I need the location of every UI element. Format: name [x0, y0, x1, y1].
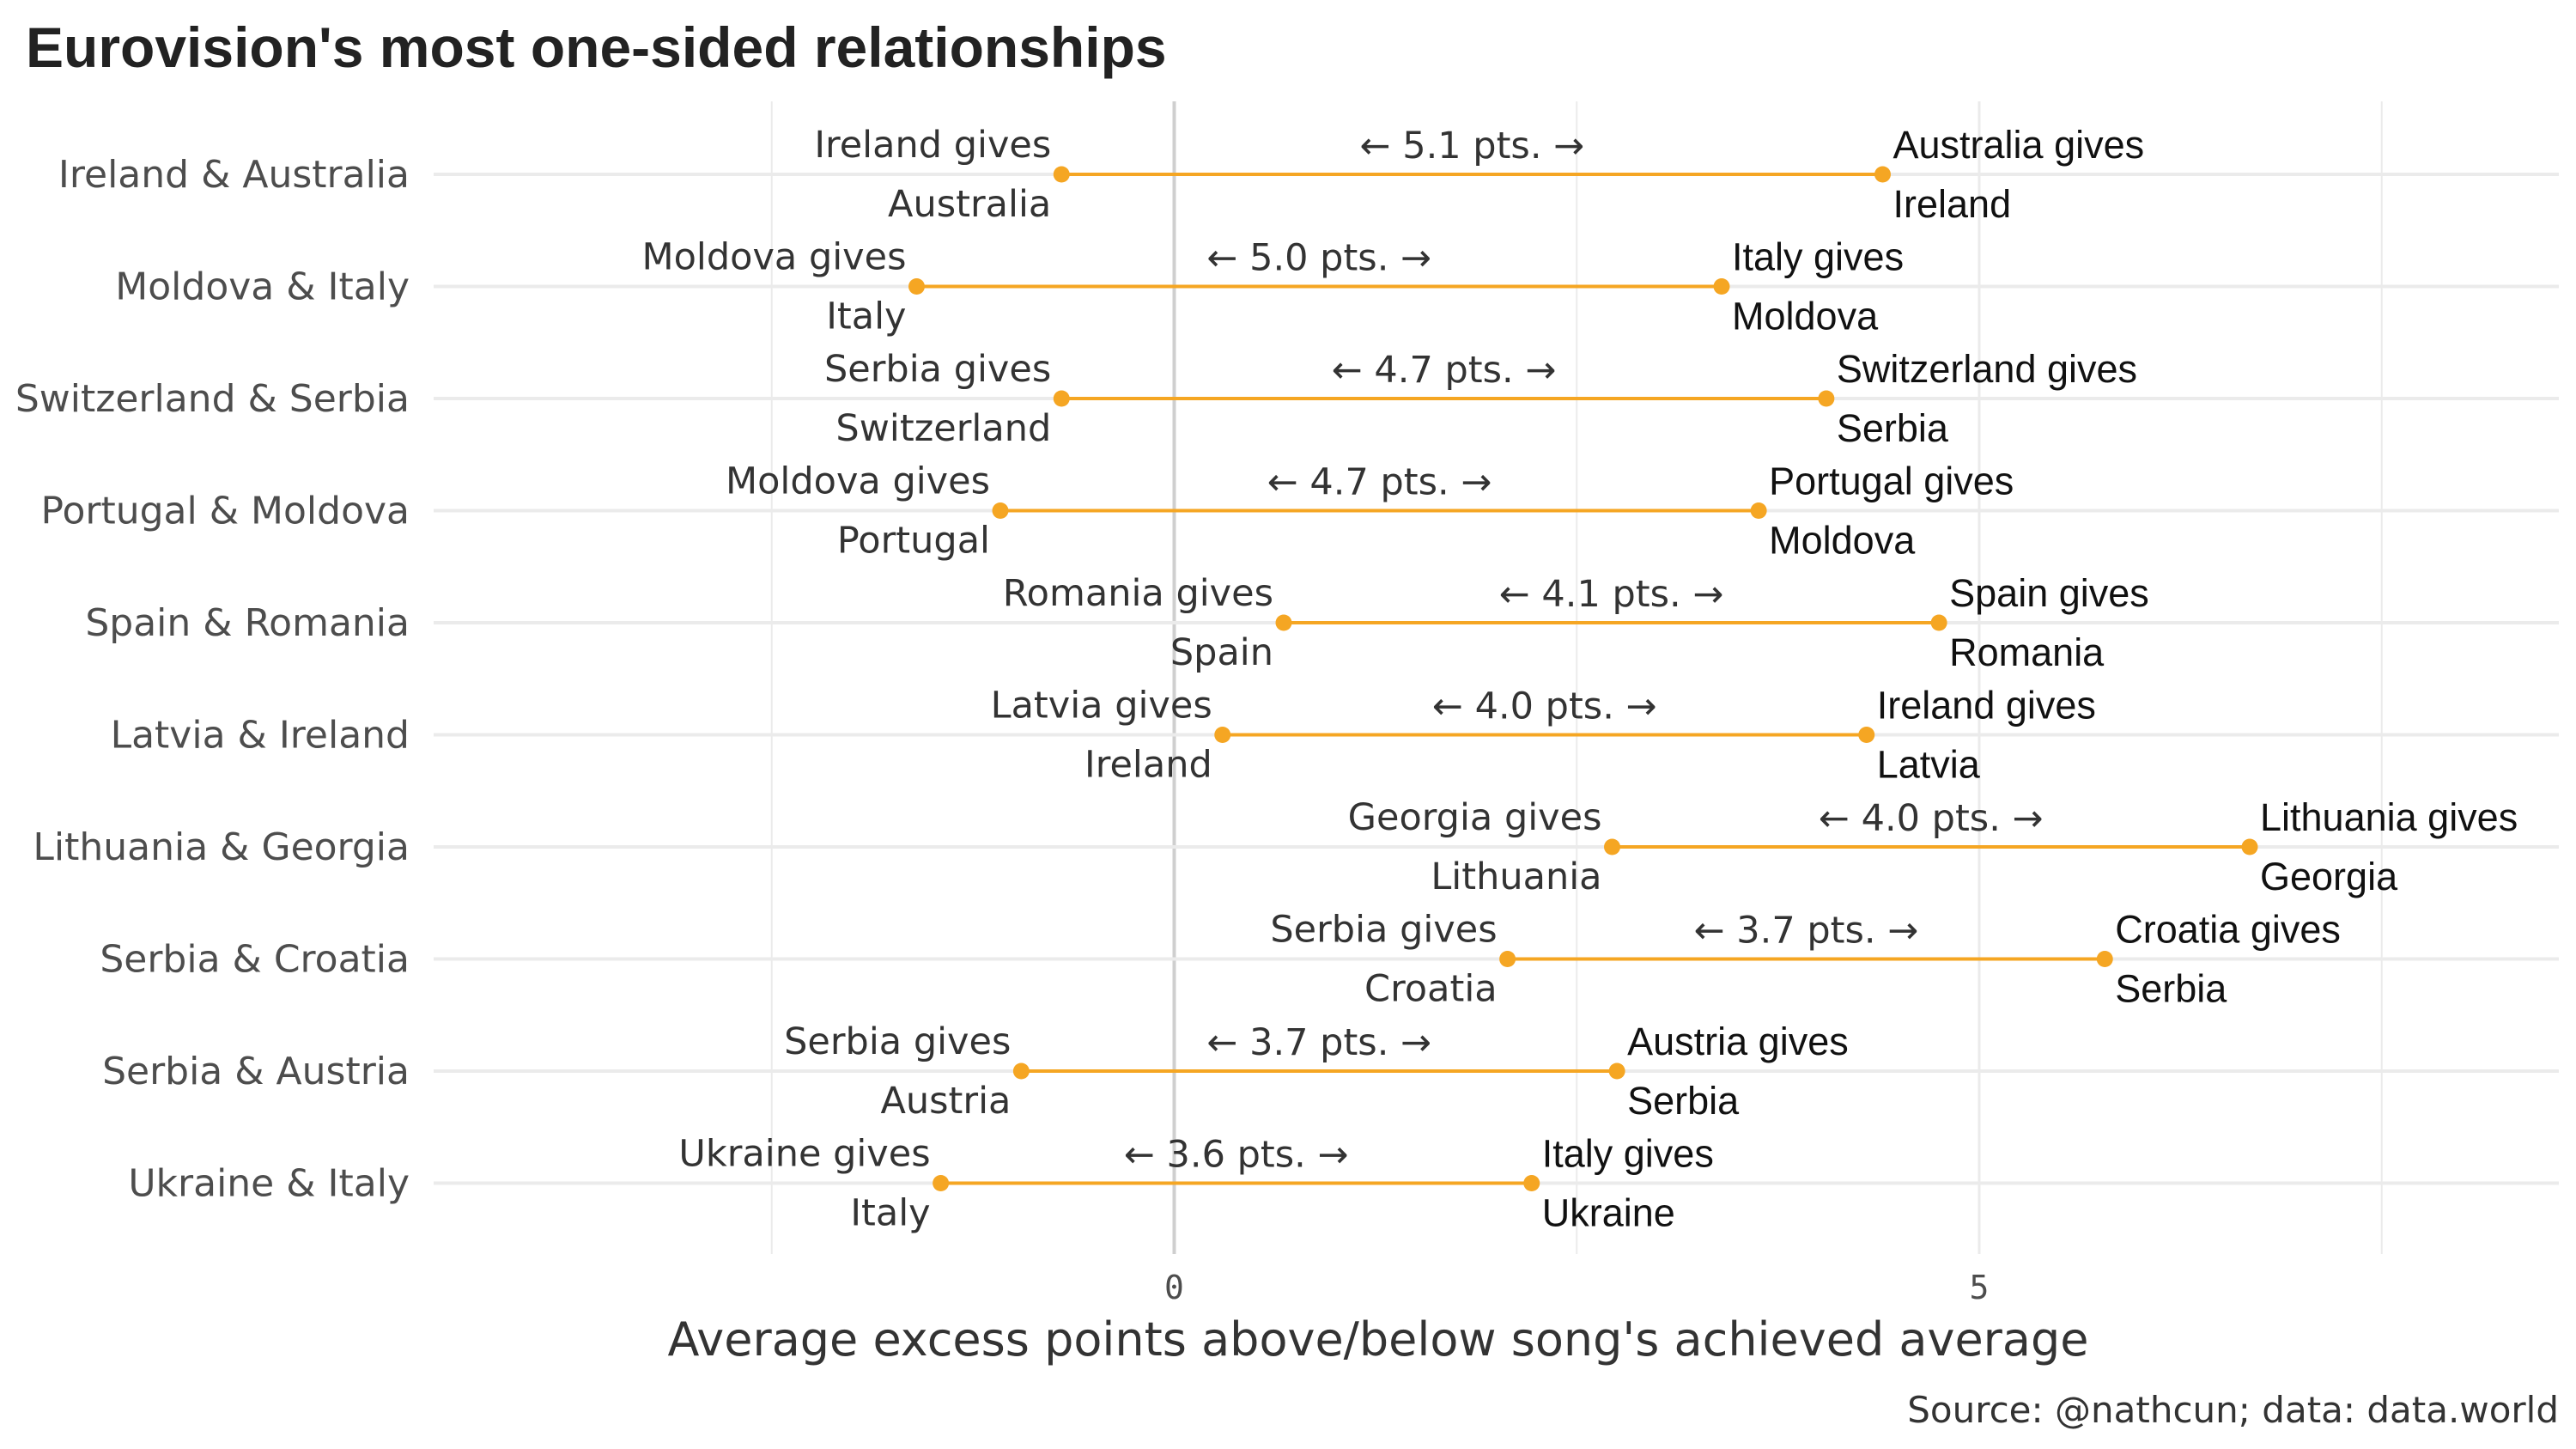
left-label-line1: Serbia gives [824, 348, 1051, 391]
right-label-line1: Portugal gives [1769, 460, 2014, 503]
chart-rows: Ireland & Australia Ireland gives Australi… [15, 123, 2559, 1235]
left-label-line2: Croatia [1364, 968, 1498, 1011]
dumbbell-row: Portugal & Moldova Moldova gives Portugal P… [41, 460, 2559, 563]
right-point [1523, 1175, 1540, 1191]
chart-title: Eurovision's most one-sided relationship… [26, 15, 1167, 79]
right-label-line2: Romania [1949, 630, 2105, 674]
right-label-line1: Lithuania gives [2260, 795, 2518, 839]
left-label-line2: Italy [850, 1192, 930, 1235]
y-axis-label: Serbia & Croatia [100, 938, 410, 982]
y-axis-label: Latvia & Ireland [111, 714, 410, 758]
gap-label: ← 4.7 pts. → [1267, 461, 1492, 504]
right-label-line1: Spain gives [1949, 571, 2149, 615]
right-label-line2: Serbia [2115, 967, 2227, 1011]
right-label-line1: Ireland gives [1877, 684, 2096, 728]
gap-label: ← 3.7 pts. → [1694, 910, 1919, 953]
y-axis-label: Serbia & Austria [102, 1050, 410, 1093]
left-label-line2: Switzerland [835, 407, 1051, 450]
gap-label: ← 5.1 pts. → [1360, 125, 1585, 167]
left-label-line2: Portugal [837, 520, 990, 563]
x-tick-label: 0 [1164, 1269, 1184, 1306]
right-point [2096, 951, 2113, 967]
left-label-line2: Ireland [1084, 744, 1212, 787]
right-point [2241, 838, 2258, 855]
right-label-line2: Serbia [1627, 1079, 1740, 1123]
left-label-line1: Serbia gives [1270, 909, 1497, 952]
right-label-line2: Ukraine [1542, 1191, 1675, 1235]
y-axis-label: Ukraine & Italy [128, 1162, 410, 1206]
left-point [1053, 166, 1070, 183]
dumbbell-row: Ireland & Australia Ireland gives Australi… [58, 123, 2559, 226]
right-label-line1: Australia gives [1893, 123, 2145, 167]
dumbbell-row: Serbia & Croatia Serbia gives Croatia Croat… [100, 908, 2559, 1011]
right-point [1858, 727, 1875, 743]
left-point [1604, 838, 1620, 855]
left-label-line1: Serbia gives [784, 1020, 1011, 1063]
left-label-line2: Lithuania [1431, 855, 1601, 898]
dumbbell-row: Serbia & Austria Serbia gives Austria Austr… [102, 1020, 2559, 1123]
right-point [1874, 166, 1891, 183]
left-label-line1: Ireland gives [814, 124, 1051, 167]
gap-label: ← 3.7 pts. → [1206, 1021, 1431, 1064]
right-label-line1: Croatia gives [2115, 908, 2341, 952]
x-axis-title: Average excess points above/below song's… [668, 1312, 2089, 1367]
gap-label: ← 4.1 pts. → [1499, 573, 1724, 616]
y-axis-label: Lithuania & Georgia [33, 825, 410, 869]
right-label-line1: Switzerland gives [1837, 347, 2137, 391]
left-point [992, 502, 1009, 519]
right-label-line1: Italy gives [1542, 1132, 1714, 1176]
right-label-line1: Austria gives [1627, 1020, 1849, 1063]
dumbbell-row: Ukraine & Italy Ukraine gives Italy Italy g… [128, 1132, 2559, 1235]
left-point [933, 1175, 950, 1191]
left-point [1053, 390, 1070, 407]
left-label-line1: Moldova gives [726, 460, 990, 503]
grid-lines [770, 101, 2383, 1254]
left-label-line2: Australia [888, 183, 1051, 226]
left-label-line1: Georgia gives [1348, 796, 1602, 839]
y-axis-label: Ireland & Australia [58, 153, 410, 197]
right-label-line2: Moldova [1769, 519, 1916, 563]
dumbbell-row: Switzerland & Serbia Serbia gives Switzerl… [15, 347, 2559, 450]
right-label-line2: Serbia [1837, 406, 1949, 450]
y-axis-label: Portugal & Moldova [41, 490, 410, 533]
x-tick-label: 5 [1970, 1269, 1990, 1306]
dumbbell-row: Spain & Romania Romania gives Spain Spain g… [85, 571, 2559, 674]
right-point [1818, 390, 1835, 407]
source-caption: Source: @nathcun; data: data.world [1907, 1389, 2559, 1431]
y-axis-label: Moldova & Italy [115, 265, 410, 309]
left-label-line1: Ukraine gives [678, 1133, 930, 1176]
y-axis-label: Spain & Romania [85, 601, 410, 645]
left-label-line2: Italy [826, 295, 906, 338]
right-point [1608, 1062, 1625, 1080]
right-point [1930, 614, 1947, 631]
left-point [908, 278, 925, 295]
gap-label: ← 5.0 pts. → [1206, 237, 1431, 280]
left-point [1275, 614, 1292, 631]
left-label-line1: Latvia gives [991, 685, 1212, 728]
gap-label: ← 4.0 pts. → [1432, 685, 1657, 728]
right-point [1713, 278, 1730, 295]
right-label-line2: Moldova [1732, 295, 1879, 338]
right-label-line1: Italy gives [1732, 235, 1904, 279]
right-label-line2: Latvia [1877, 743, 1981, 787]
dumbbell-row: Moldova & Italy Moldova gives Italy Italy g… [115, 235, 2559, 338]
dumbbell-row: Latvia & Ireland Latvia gives Ireland Irela… [111, 684, 2559, 787]
left-point [1012, 1062, 1030, 1080]
left-label-line2: Austria [880, 1080, 1011, 1123]
left-label-line1: Moldova gives [642, 236, 907, 279]
right-label-line2: Ireland [1893, 182, 2012, 226]
gap-label: ← 4.0 pts. → [1819, 797, 2044, 840]
gap-label: ← 4.7 pts. → [1332, 349, 1557, 392]
gap-label: ← 3.6 pts. → [1124, 1134, 1349, 1177]
left-label-line1: Romania gives [1003, 572, 1273, 615]
left-label-line2: Spain [1170, 631, 1273, 674]
y-axis-label: Switzerland & Serbia [15, 377, 410, 421]
left-point [1499, 951, 1516, 967]
dumbbell-row: Lithuania & Georgia Georgia gives Lithuani… [33, 795, 2559, 898]
right-label-line2: Georgia [2260, 855, 2398, 898]
right-point [1750, 502, 1767, 519]
left-point [1214, 727, 1231, 743]
